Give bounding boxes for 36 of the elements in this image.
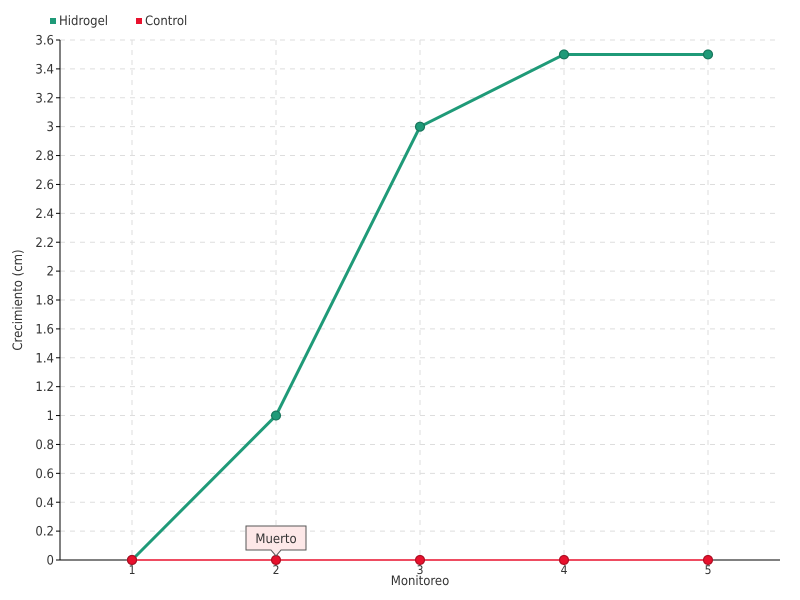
x-tick-label: 5 <box>704 563 712 577</box>
y-tick-label: 1.6 <box>35 322 54 338</box>
point <box>702 49 714 60</box>
x-tick-label: 1 <box>128 563 136 577</box>
y-tick-label: 0.2 <box>35 524 54 540</box>
y-axis-title: Crecimiento (cm) <box>11 249 26 351</box>
y-tick-label: 2 <box>46 264 54 280</box>
y-tick-label: 3.4 <box>35 62 54 78</box>
legend-label: Control <box>145 14 188 29</box>
point <box>702 554 714 566</box>
y-tick-label: 1.8 <box>35 294 54 309</box>
y-tick-label: 2.8 <box>35 149 54 164</box>
y-tick-label: 0.4 <box>35 496 54 511</box>
x-tick-label: 4 <box>560 563 568 577</box>
y-tick-label: 1.2 <box>35 380 54 396</box>
y-tick-label: 2.2 <box>35 236 54 251</box>
x-axis-title: Monitoreo <box>390 574 450 589</box>
y-tick-label: 1.4 <box>35 351 54 366</box>
x-tick-label: 2 <box>272 563 280 577</box>
y-tick-label: 0.8 <box>35 438 54 453</box>
annotation: Muerto <box>255 532 297 547</box>
y-tick-label: 3.2 <box>35 91 54 106</box>
y-tick-label: 0 <box>46 554 54 569</box>
y-tick-label: 2.6 <box>35 178 54 193</box>
legend-label: Hidrogel <box>59 14 108 29</box>
y-tick-label: 3.6 <box>35 34 54 49</box>
y-tick-label: 3 <box>46 120 54 136</box>
point <box>558 49 570 60</box>
point <box>414 554 426 566</box>
y-tick-label: 0.6 <box>35 466 54 482</box>
y-tick-label: 2.4 <box>35 206 54 222</box>
y-tick-label: 1 <box>46 409 54 424</box>
point <box>414 122 426 132</box>
point <box>270 410 282 421</box>
point <box>270 554 282 566</box>
point <box>558 554 570 566</box>
